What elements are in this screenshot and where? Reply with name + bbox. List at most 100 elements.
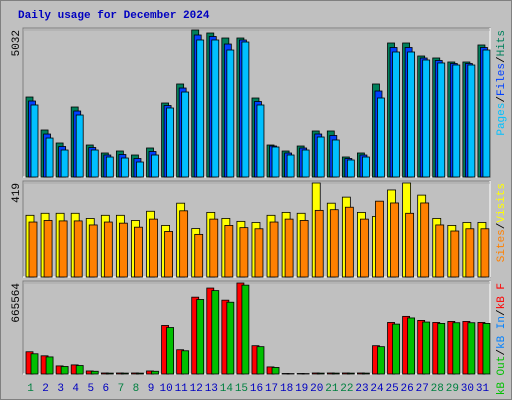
bar [105,372,114,375]
bar [120,157,129,178]
bar [314,209,324,278]
legend-entry: Sites [496,229,508,262]
bar [136,161,144,178]
x-tick-label: 28 [431,383,444,395]
bar [181,91,190,178]
x-tick-label: 27 [416,383,429,395]
x-tick-label: 20 [310,383,323,395]
bar [28,221,38,278]
x-tick-label: 21 [325,383,339,395]
legend-entry: kB In [496,316,508,349]
bar [194,233,204,278]
bar [329,209,339,278]
legend-entry: kB F [496,283,508,309]
legend: Pages/Files/Hits [496,30,508,136]
bar [224,225,234,278]
bar [452,64,461,178]
bar [239,227,249,278]
bar [271,367,280,375]
bar [105,156,114,178]
x-tick-label: 11 [175,383,189,395]
x-tick-label: 3 [57,383,64,395]
bar [58,220,68,278]
x-tick-label: 18 [280,383,293,395]
bar [75,365,84,375]
x-tick-label: 26 [401,383,414,395]
legend-separator: / [496,349,508,356]
bar [480,228,490,278]
legend-entry: Pages [496,103,508,136]
bar [301,149,310,178]
bar [179,210,189,278]
bar [45,137,54,178]
bar [241,284,250,375]
bar [151,370,159,375]
bar [465,228,475,278]
bar [166,327,174,375]
bar [256,346,265,375]
bar [149,218,158,278]
bar [392,323,400,375]
bar [256,104,265,178]
x-tick-label: 5 [87,383,94,395]
bar [45,356,54,375]
chart-title: Daily usage for December 2024 [18,10,210,22]
bar [377,97,385,178]
legend-separator: / [496,56,508,63]
x-tick-label: 24 [370,383,384,395]
legend: kB Out/kB In/kB F [496,283,508,395]
x-tick-label: 1 [27,383,34,395]
bar [30,353,39,375]
bar [286,154,295,178]
y-tick-label: 419 [11,183,23,203]
x-tick-label: 4 [72,383,79,395]
bar [316,372,325,375]
bar [166,107,174,178]
bar [226,301,235,375]
bar [134,226,143,278]
bar [362,156,370,178]
bar [346,372,355,375]
x-tick-label: 30 [461,383,474,395]
bar [254,228,264,278]
x-tick-label: 6 [103,383,110,395]
x-tick-label: 7 [118,383,125,395]
bar [437,323,446,375]
bar [90,149,99,178]
bar [211,290,220,375]
bar [422,321,431,375]
bar [452,322,461,375]
bar [196,299,205,375]
bar [196,39,205,178]
bar [118,222,128,278]
bar [435,224,445,278]
x-tick-label: 23 [355,383,368,395]
x-tick-label: 19 [295,383,308,395]
legend-entry: Visits [496,183,508,223]
x-tick-label: 15 [235,383,248,395]
x-tick-label: 31 [476,383,490,395]
legend-entry: kB Out [496,356,508,396]
legend-entry: Files [496,63,508,96]
bar [136,372,144,375]
bar [392,51,400,178]
bar [450,230,460,278]
bar [209,218,219,278]
bar [60,149,69,178]
bar [75,114,84,178]
bar [73,220,83,278]
legend-separator: / [496,223,508,230]
bar [316,136,325,178]
legend-separator: / [496,309,508,316]
bar [226,49,235,178]
bar [30,104,39,178]
bar [344,206,354,278]
bar [120,372,129,375]
bar [467,322,476,375]
bar [269,221,279,278]
bar [422,59,431,178]
bar [467,64,476,178]
x-tick-label: 2 [42,383,49,395]
